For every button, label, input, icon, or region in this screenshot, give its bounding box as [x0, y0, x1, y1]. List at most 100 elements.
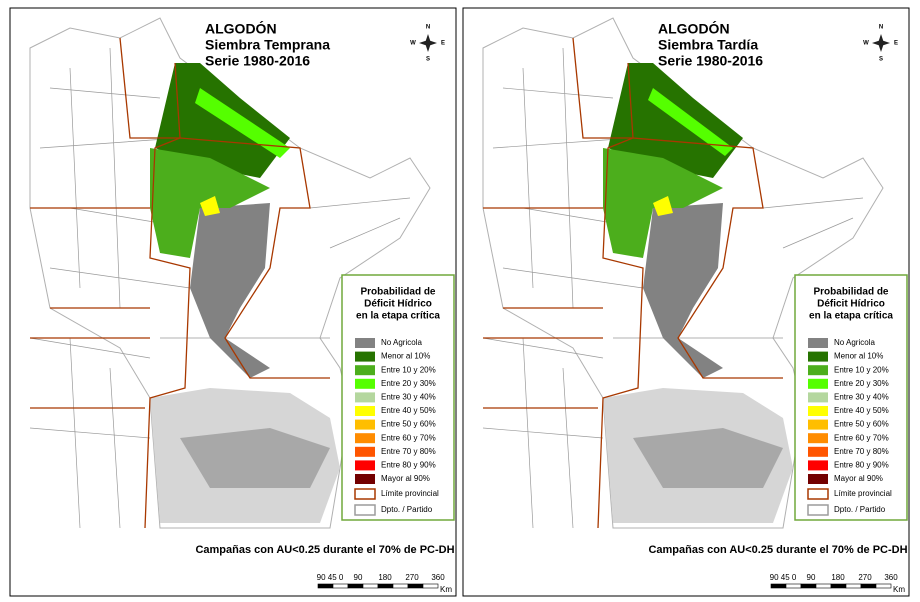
legend-swatch: [808, 433, 828, 444]
scale-unit: Km: [893, 585, 905, 594]
legend-swatch: [808, 474, 828, 484]
legend-swatch: [808, 460, 828, 471]
legend-swatch: [355, 446, 375, 457]
province-borders: [483, 37, 783, 529]
province-borders: [30, 37, 330, 529]
legend-swatch: [354, 504, 376, 516]
legend-swatch: [355, 378, 375, 389]
legend-label: Menor al 10%: [381, 352, 430, 361]
scale-segment: [800, 583, 817, 589]
legend-swatch: [808, 365, 828, 376]
scale-label: 180: [831, 573, 845, 582]
compass-letter: N: [879, 25, 883, 31]
legend-swatch: [807, 488, 829, 500]
compass-letter: W: [410, 41, 416, 47]
scale-segment: [875, 583, 892, 589]
map-title: Serie 1980-2016: [205, 53, 310, 69]
legend-label: Menor al 10%: [834, 352, 883, 361]
legend-title: Déficit Hídrico: [364, 299, 432, 310]
legend-label: Entre 40 y 50%: [834, 406, 889, 415]
legend-swatch: [808, 419, 828, 430]
legend-label: Dpto. / Partido: [381, 505, 433, 514]
scale-label: 360: [431, 573, 445, 582]
legend-title: Déficit Hídrico: [817, 299, 885, 310]
compass-letter: N: [426, 25, 430, 31]
compass-letter: E: [441, 41, 445, 47]
caption: Campañas con AU<0.25 durante el 70% de P…: [195, 544, 454, 556]
compass-letter: S: [879, 57, 883, 63]
scale-segment: [845, 583, 862, 589]
caption: Campañas con AU<0.25 durante el 70% de P…: [648, 544, 907, 556]
legend-title: en la etapa crítica: [356, 311, 440, 322]
scale-segment: [785, 583, 802, 589]
deficit-40-50: [200, 196, 220, 216]
compass-rose: [872, 34, 890, 52]
map-title: ALGODÓN: [205, 20, 277, 37]
legend-label: Entre 70 y 80%: [381, 447, 436, 456]
scale-segment: [860, 583, 877, 589]
compass-rose: [419, 34, 437, 52]
non-agricultural: [190, 203, 270, 378]
legend-swatch: [355, 460, 375, 471]
scale-segment: [830, 583, 847, 589]
scale-segment: [362, 583, 379, 589]
compass-letter: E: [894, 41, 898, 47]
legend-label: Entre 80 y 90%: [381, 461, 436, 470]
legend-title: Probabilidad de: [360, 287, 435, 298]
legend-swatch: [808, 338, 828, 348]
legend-label: Entre 70 y 80%: [834, 447, 889, 456]
scale-label: 90: [354, 573, 363, 582]
scale-label: 270: [405, 573, 419, 582]
legend-label: Entre 80 y 90%: [834, 461, 889, 470]
map-title: Siembra Temprana: [205, 37, 330, 53]
legend-label: No Agricola: [381, 338, 422, 347]
legend-label: Entre 30 y 40%: [381, 393, 436, 402]
scale-segment: [407, 583, 424, 589]
departments: [29, 47, 411, 529]
legend-swatch: [355, 474, 375, 484]
scale-segment: [317, 583, 334, 589]
legend-label: Mayor al 90%: [381, 474, 430, 483]
scale-unit: Km: [440, 585, 452, 594]
legend-swatch: [355, 406, 375, 416]
scale-segment: [422, 583, 439, 589]
legend-swatch: [808, 378, 828, 389]
scale-segment: [377, 583, 394, 589]
compass-letter: W: [863, 41, 869, 47]
legend-swatch: [355, 351, 375, 362]
legend-swatch: [355, 392, 375, 403]
legend-swatch: [355, 338, 375, 348]
legend-label: Entre 30 y 40%: [834, 393, 889, 402]
scale-segment: [347, 583, 364, 589]
legend-title: Probabilidad de: [813, 287, 888, 298]
legend-label: Entre 20 y 30%: [381, 379, 436, 388]
south-dense-area: [180, 428, 330, 488]
deficit-40-50: [653, 196, 673, 216]
map-title: Siembra Tardía: [658, 37, 758, 53]
legend-swatch: [355, 433, 375, 444]
legend-label: Entre 40 y 50%: [381, 406, 436, 415]
legend-label: Límite provincial: [381, 489, 439, 498]
legend-swatch: [354, 488, 376, 500]
scale-segment: [815, 583, 832, 589]
south-dense-area: [633, 428, 783, 488]
non-agricultural: [643, 203, 723, 378]
legend-title: en la etapa crítica: [809, 311, 893, 322]
scale-label: 360: [884, 573, 898, 582]
deficit-under-10: [608, 63, 743, 178]
scale-segment: [770, 583, 787, 589]
legend-label: No Agricola: [834, 338, 875, 347]
departments: [482, 47, 864, 529]
compass-letter: S: [426, 57, 430, 63]
legend-label: Mayor al 90%: [834, 474, 883, 483]
legend-label: Entre 10 y 20%: [381, 365, 436, 374]
scale-segment: [332, 583, 349, 589]
legend-swatch: [808, 392, 828, 403]
legend-swatch: [807, 504, 829, 516]
legend-label: Límite provincial: [834, 489, 892, 498]
scale-label: 270: [858, 573, 872, 582]
scale-label: 90: [807, 573, 816, 582]
